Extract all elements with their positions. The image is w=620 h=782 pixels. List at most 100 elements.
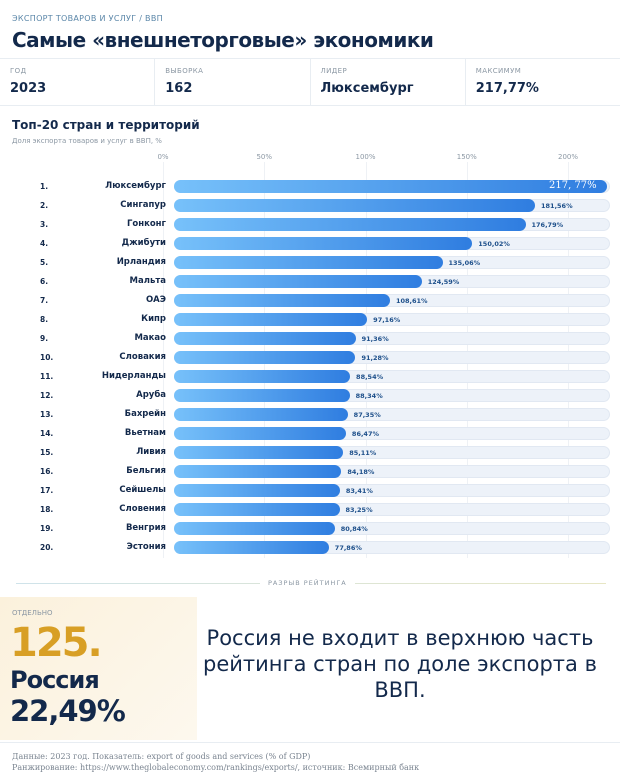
bar: [174, 237, 473, 250]
rank-label: 16.: [40, 467, 54, 476]
country-label: Нидерланды: [101, 371, 166, 381]
country-label: Словения: [119, 504, 166, 514]
country-label: Венгрия: [125, 523, 166, 533]
stat-label: ЛИДЕР: [320, 67, 348, 75]
rank-label: 1.: [40, 182, 49, 191]
gap-label: РАЗРЫВ РЕЙТИНГА: [260, 579, 355, 587]
country-label: Кипр: [141, 314, 166, 324]
russia-value: 22,49%: [10, 694, 126, 728]
value-label: 77,86%: [334, 544, 362, 552]
rank-label: 2.: [40, 201, 49, 210]
note-text: Россия не входит в верхнюю часть рейтинг…: [203, 626, 597, 702]
rank-label: 13.: [40, 410, 54, 419]
rank-label: 12.: [40, 391, 54, 400]
country-label: Ирландия: [116, 257, 166, 267]
value-label: 87,35%: [353, 411, 381, 419]
country-label: Вьетнам: [124, 428, 166, 438]
bar: [174, 427, 346, 440]
rank-label: 8.: [40, 315, 49, 324]
value-label: 217, 77%: [549, 180, 597, 191]
rank-label: 17.: [40, 486, 54, 495]
x-tick-label: 200%: [557, 153, 579, 161]
value-label: 108,61%: [395, 297, 428, 305]
value-label: 85,11%: [349, 449, 377, 457]
russia-rank: 125.: [10, 620, 103, 666]
value-label: 135,06%: [448, 259, 481, 267]
country-label: Бельгия: [126, 466, 166, 476]
value-label: 88,54%: [356, 373, 384, 381]
value-label: 91,28%: [361, 354, 389, 362]
bar: [174, 275, 422, 288]
gridline: [163, 162, 164, 558]
chart-title: Топ-20 стран и территорий: [12, 118, 200, 132]
country-label: Бахрейн: [124, 409, 166, 419]
stats-row: ГОД 2023 ВЫБОРКА 162 ЛИДЕР Люксембург МАКСИ…: [0, 58, 620, 106]
country-label: Ливия: [136, 447, 166, 457]
x-tick-label: 50%: [256, 153, 273, 161]
bar: [174, 503, 340, 516]
stat-leader: ЛИДЕР Люксембург: [311, 59, 466, 105]
rank-label: 11.: [40, 372, 54, 381]
bar: [174, 465, 342, 478]
country-label: Сингапур: [120, 200, 166, 210]
value-label: 83,25%: [345, 506, 373, 514]
value-label: 86,47%: [351, 430, 379, 438]
stat-value: 2023: [10, 81, 47, 96]
rank-label: 19.: [40, 524, 54, 533]
country-label: Джибути: [121, 238, 166, 248]
x-tick-label: 150%: [456, 153, 477, 161]
bar: [174, 446, 344, 459]
value-label: 84,18%: [347, 468, 375, 476]
stat-label: ВЫБОРКА: [165, 67, 204, 75]
bar: [174, 522, 335, 535]
bar: [174, 541, 329, 554]
value-label: 88,34%: [355, 392, 383, 400]
country-label: Люксембург: [105, 181, 166, 191]
rank-label: 6.: [40, 277, 49, 286]
chart-subtitle: Доля экспорта товаров и услуг в ВВП, %: [12, 137, 162, 145]
rank-label: 15.: [40, 448, 54, 457]
country-label: Сейшелы: [119, 485, 166, 495]
stat-sample: ВЫБОРКА 162: [155, 59, 311, 105]
value-label: 150,02%: [478, 240, 510, 248]
value-label: 80,84%: [340, 525, 368, 533]
country-label: Мальта: [129, 276, 166, 286]
rank-label: 18.: [40, 505, 54, 514]
rank-label: 9.: [40, 334, 49, 343]
russia-label: ОТДЕЛЬНО: [12, 609, 53, 617]
bar: [174, 180, 607, 193]
stat-value: 217,77%: [475, 81, 539, 96]
bar: [174, 370, 351, 383]
stat-label: МАКСИМУМ: [475, 67, 522, 75]
rank-label: 10.: [40, 353, 54, 362]
bar: [174, 294, 390, 307]
country-label: ОАЭ: [145, 295, 166, 305]
kicker: ЭКСПОРТ ТОВАРОВ И УСЛУГ / ВВП: [12, 14, 163, 23]
rank-label: 3.: [40, 220, 49, 229]
rank-label: 4.: [40, 239, 49, 248]
country-label: Аруба: [136, 390, 166, 400]
russia-panel: [0, 597, 197, 740]
value-label: 124,59%: [427, 278, 460, 286]
bar: [174, 484, 340, 497]
value-label: 91,36%: [361, 335, 389, 343]
bar: [174, 351, 356, 364]
bar: [174, 313, 368, 326]
stat-year: ГОД 2023: [0, 59, 156, 105]
rank-label: 5.: [40, 258, 49, 267]
stat-value: Люксембург: [320, 81, 414, 96]
footer-data-line: Данные: 2023 год. Показатель: export of …: [12, 752, 311, 761]
bar: [174, 408, 348, 421]
value-label: 83,41%: [345, 487, 373, 495]
country-label: Эстония: [126, 542, 166, 552]
footer-source-line: Ранжирование: https://www.theglobalecono…: [12, 763, 420, 772]
stat-value: 162: [165, 81, 193, 96]
country-label: Макао: [134, 333, 166, 343]
stat-max: МАКСИМУМ 217,77%: [466, 59, 620, 105]
bar: [174, 389, 350, 402]
value-label: 181,56%: [541, 202, 573, 210]
rank-label: 14.: [40, 429, 54, 438]
stat-label: ГОД: [10, 67, 27, 75]
bar: [174, 199, 535, 212]
value-label: 97,16%: [373, 316, 401, 324]
